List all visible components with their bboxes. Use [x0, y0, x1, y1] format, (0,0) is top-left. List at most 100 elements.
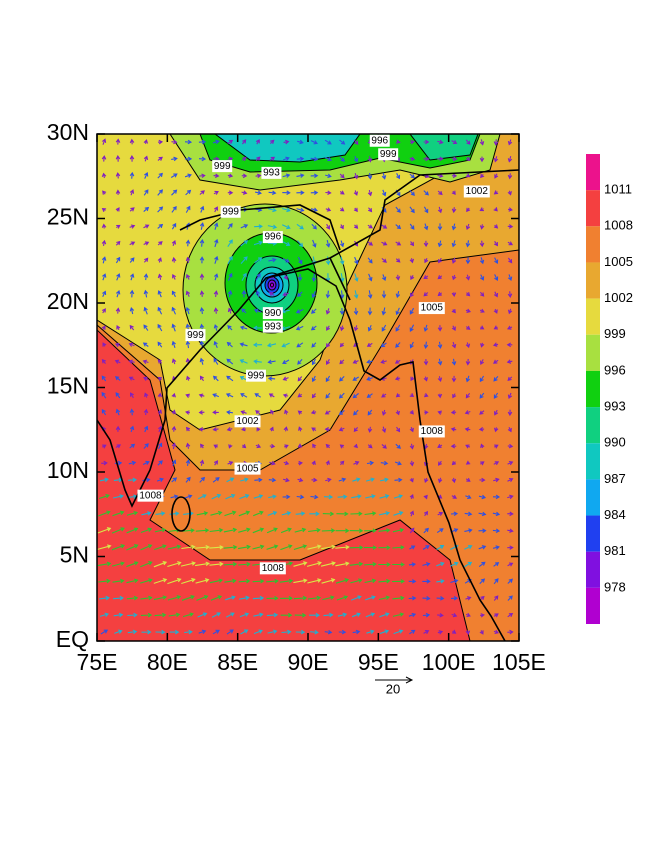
wind-vector — [296, 494, 305, 500]
wind-vector — [225, 393, 234, 398]
wind-vector — [393, 510, 404, 516]
wind-vector — [367, 444, 373, 449]
wind-vector — [213, 324, 219, 331]
wind-vector — [298, 460, 303, 466]
wind-vector — [493, 308, 498, 314]
wind-vector — [351, 494, 362, 499]
wind-vector — [353, 139, 359, 145]
wind-vector — [297, 240, 304, 248]
wind-vector — [127, 629, 138, 635]
contour-label-bg — [234, 415, 261, 428]
wind-vector — [310, 629, 319, 635]
wind-vector — [115, 172, 121, 179]
wind-vector — [365, 595, 376, 601]
wind-vector — [437, 477, 443, 484]
wind-vector — [480, 613, 485, 618]
wind-vector — [465, 173, 471, 178]
contour-label: 1005 — [236, 463, 259, 474]
wind-vector — [129, 189, 135, 196]
wind-vectors — [97, 138, 514, 636]
wind-vector — [128, 460, 137, 466]
wind-vector — [409, 494, 414, 499]
wind-vector — [338, 629, 347, 635]
wind-vector — [157, 223, 164, 229]
wind-vector — [197, 494, 207, 500]
wind-vector — [129, 257, 135, 263]
wind-vector — [143, 306, 148, 315]
wind-vector — [353, 190, 359, 196]
wind-vector — [214, 238, 219, 248]
wind-vector — [112, 578, 125, 584]
wind-vector — [353, 443, 358, 449]
wind-vector — [267, 224, 278, 230]
wind-vector — [282, 393, 289, 398]
wind-vector — [143, 189, 149, 196]
wind-vector — [478, 511, 487, 517]
wind-vector — [365, 612, 376, 618]
wind-vector — [97, 527, 112, 534]
wind-vector — [424, 393, 429, 398]
wind-vector — [395, 393, 401, 398]
wind-vector — [321, 528, 336, 533]
wind-vector — [144, 392, 149, 398]
wind-vector — [196, 595, 209, 601]
wind-vector — [153, 561, 168, 568]
wind-vector — [144, 172, 149, 179]
reference-label: 20 — [386, 681, 400, 696]
colorbar-box — [586, 515, 600, 552]
wind-vector — [464, 410, 471, 415]
wind-vector — [465, 139, 471, 145]
contour-label: 993 — [264, 321, 281, 332]
wind-vector — [465, 308, 472, 313]
wind-vector — [195, 578, 210, 584]
wind-vector — [111, 527, 125, 534]
field-teal-north — [409, 134, 479, 161]
wind-vector — [270, 409, 275, 415]
wind-vector — [185, 410, 191, 415]
wind-vector — [114, 342, 121, 348]
x-tick-label: 85E — [217, 649, 258, 675]
wind-vector — [464, 528, 473, 533]
wind-vector — [437, 240, 443, 248]
wind-vector — [423, 190, 429, 196]
wind-vector — [338, 392, 345, 399]
wind-vector — [252, 527, 265, 534]
wind-vector — [227, 272, 233, 281]
wind-vector — [354, 256, 359, 265]
contour-label: 1002 — [466, 186, 489, 197]
wind-vector — [157, 359, 163, 364]
wind-vector — [307, 544, 322, 550]
wind-vector — [507, 156, 513, 163]
wind-vector — [395, 206, 401, 214]
wind-vector — [395, 258, 401, 263]
contour-label: 993 — [263, 168, 280, 179]
wind-vector — [465, 630, 471, 636]
wind-vector — [395, 290, 401, 299]
wind-vector — [266, 595, 279, 601]
wind-vector — [423, 527, 429, 534]
wind-vector — [395, 342, 401, 348]
wind-vector — [253, 308, 262, 313]
wind-vector — [102, 290, 107, 297]
wind-vector — [198, 139, 207, 145]
wind-vector — [171, 409, 177, 415]
wind-vector — [171, 477, 178, 483]
wind-vector — [366, 393, 373, 398]
wind-vector — [155, 629, 166, 635]
wind-vector — [325, 207, 332, 212]
wind-vector — [115, 207, 120, 212]
wind-vector — [451, 257, 457, 264]
wind-vector — [266, 544, 279, 550]
wind-vector — [101, 155, 107, 162]
wind-vector — [478, 426, 485, 432]
wind-vector — [480, 274, 485, 281]
wind-vector — [199, 476, 206, 483]
wind-vector — [451, 612, 458, 618]
wind-vector — [158, 442, 163, 450]
wind-vector — [182, 528, 195, 533]
wind-vector — [98, 493, 110, 500]
colorbar-box — [586, 479, 600, 516]
wind-vector — [97, 544, 112, 550]
wind-vector — [493, 376, 499, 382]
wind-vector — [311, 460, 316, 466]
